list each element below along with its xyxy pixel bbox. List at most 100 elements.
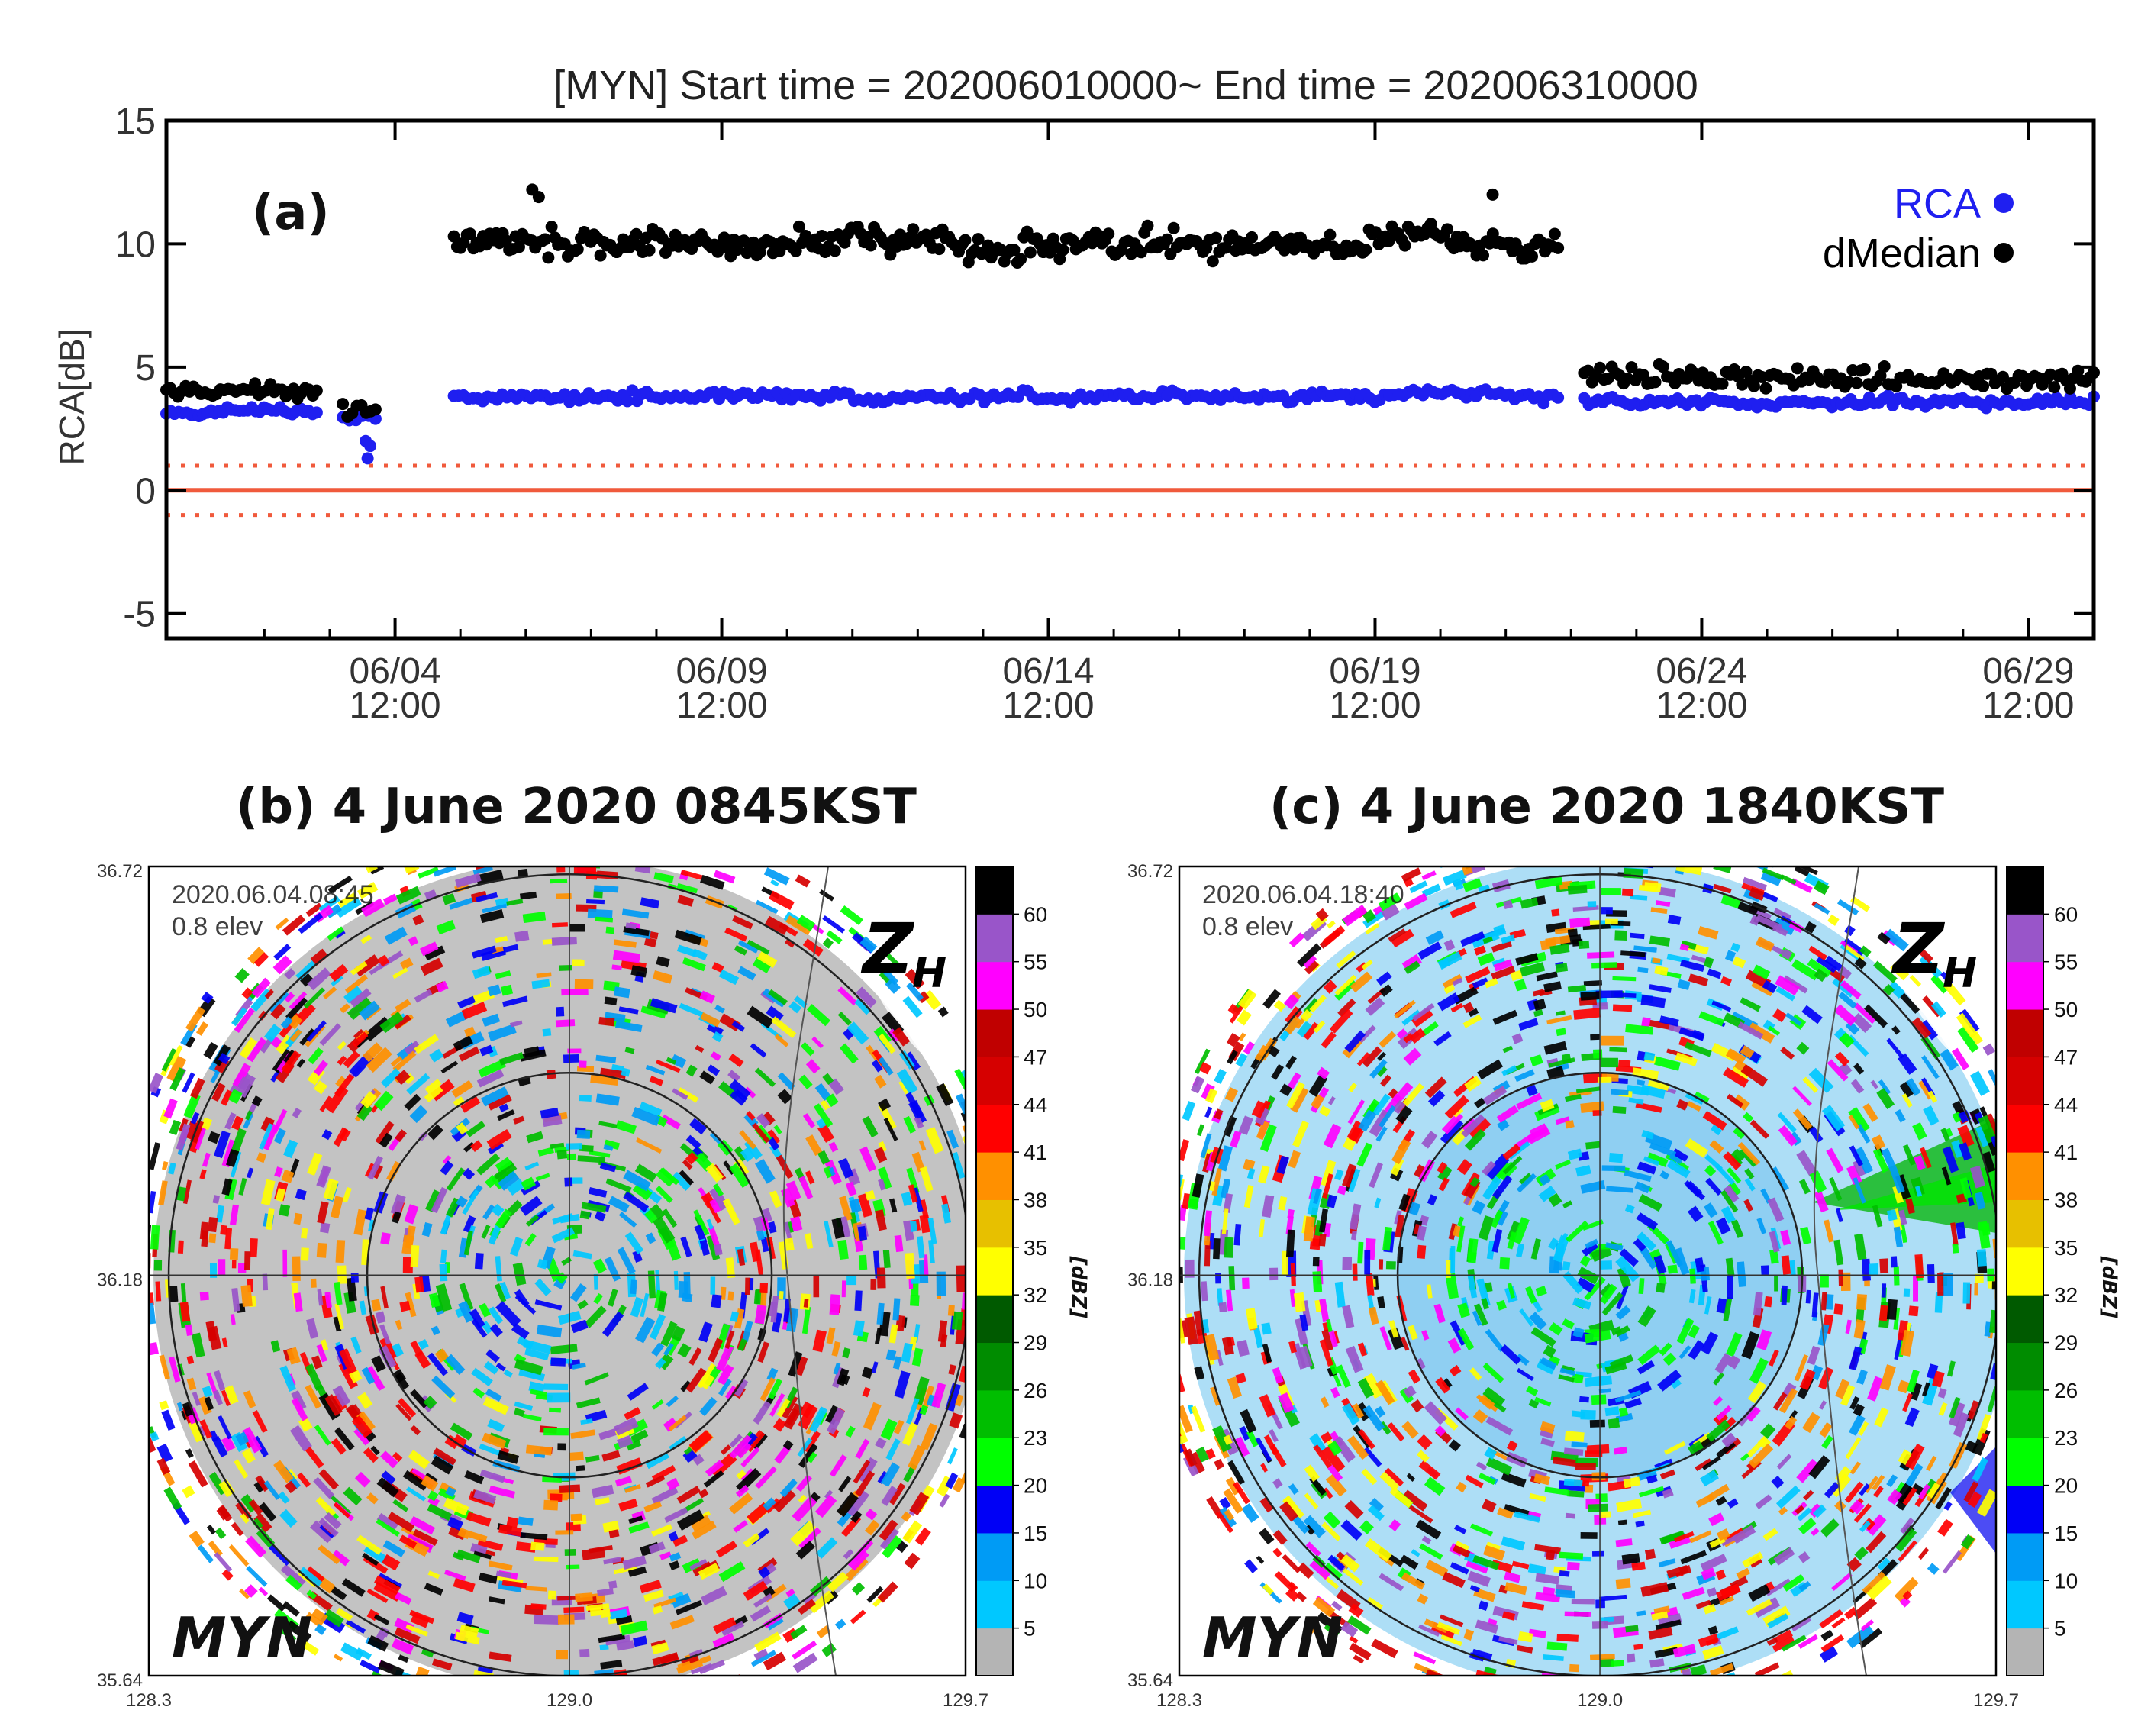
- echo-speckle: [423, 1396, 437, 1410]
- echo-speckle: [877, 1470, 888, 1484]
- echo-speckle: [279, 1204, 291, 1217]
- echo-speckle: [1580, 991, 1601, 1001]
- echo-speckle: [1727, 1181, 1742, 1196]
- echo-speckle: [1637, 966, 1649, 973]
- echo-speckle: [424, 945, 446, 961]
- colorbar-tick-label: 26: [1024, 1379, 1047, 1402]
- echo-speckle: [476, 1153, 501, 1176]
- colorbar-swatch: [2007, 1295, 2043, 1344]
- echo-speckle: [282, 1249, 288, 1277]
- echo-speckle: [218, 1053, 231, 1065]
- echo-speckle: [472, 866, 494, 875]
- echo-speckle: [1790, 878, 1813, 893]
- echo-speckle: [1938, 1402, 1948, 1416]
- echo-speckle: [1331, 1600, 1343, 1612]
- echo-speckle: [906, 1167, 920, 1194]
- echo-speckle: [1828, 1176, 1843, 1201]
- echo-speckle: [608, 1529, 620, 1538]
- echo-speckle: [1388, 1519, 1401, 1532]
- echo-speckle: [535, 1173, 550, 1182]
- echo-speckle: [1516, 1367, 1534, 1382]
- echo-speckle: [218, 1259, 226, 1276]
- echo-speckle: [435, 980, 449, 993]
- echo-speckle: [580, 1418, 593, 1425]
- echo-speckle: [836, 1492, 859, 1518]
- echo-speckle: [337, 1041, 347, 1050]
- echo-speckle: [1981, 1222, 1991, 1236]
- echo-speckle: [1448, 1439, 1461, 1452]
- echo-speckle: [871, 1361, 879, 1373]
- echo-speckle: [729, 1079, 751, 1100]
- echo-speckle: [230, 1314, 236, 1325]
- colorbar-swatch: [976, 1152, 1013, 1200]
- echo-speckle: [1223, 1193, 1233, 1213]
- echo-speckle: [630, 1429, 649, 1444]
- echo-speckle: [457, 1527, 471, 1540]
- variable-subscript: H: [1943, 949, 1977, 997]
- echo-speckle: [1214, 1069, 1227, 1084]
- echo-speckle: [407, 855, 424, 866]
- point-dmedian: [1246, 231, 1259, 244]
- echo-speckle: [717, 1363, 734, 1386]
- echo-speckle: [1914, 1254, 1924, 1279]
- echo-speckle: [1379, 1259, 1384, 1270]
- echo-speckle: [1430, 855, 1456, 860]
- point-dmedian: [933, 243, 946, 256]
- echo-speckle: [1233, 1223, 1242, 1246]
- echo-speckle: [337, 892, 357, 908]
- echo-speckle: [1621, 888, 1634, 897]
- echo-speckle: [579, 1648, 590, 1657]
- echo-speckle: [169, 1067, 185, 1092]
- echo-speckle: [168, 1162, 176, 1175]
- echo-speckle: [666, 1708, 691, 1710]
- echo-speckle: [1711, 1000, 1732, 1012]
- echo-speckle: [307, 1152, 323, 1176]
- echo-speckle: [831, 1218, 845, 1239]
- echo-speckle: [657, 1292, 668, 1312]
- echo-speckle: [1816, 956, 1837, 973]
- echo-speckle: [451, 1079, 473, 1099]
- echo-speckle: [1637, 1231, 1657, 1251]
- echo-speckle: [245, 1535, 266, 1558]
- echo-speckle: [685, 1064, 698, 1077]
- echo-speckle: [1778, 1125, 1798, 1147]
- echo-speckle: [707, 1064, 721, 1076]
- echo-speckle: [1666, 1564, 1689, 1579]
- echo-speckle: [1969, 1165, 1986, 1189]
- echo-speckle: [361, 898, 385, 918]
- echo-speckle: [197, 1544, 214, 1563]
- echo-speckle: [518, 868, 529, 879]
- echo-speckle: [1796, 1041, 1810, 1055]
- echo-speckle: [1379, 984, 1393, 997]
- echo-speckle: [1714, 1353, 1732, 1374]
- echo-speckle: [802, 1113, 816, 1129]
- echo-speckle: [774, 1444, 792, 1464]
- echo-speckle: [215, 1205, 224, 1223]
- echo-speckle: [118, 1257, 128, 1266]
- echo-speckle: [1571, 1441, 1588, 1448]
- echo-speckle: [572, 1363, 586, 1370]
- echo-speckle: [1227, 1460, 1245, 1485]
- echo-speckle: [319, 1095, 333, 1112]
- echo-speckle: [1238, 1032, 1246, 1042]
- echo-speckle: [1659, 1170, 1670, 1180]
- echo-speckle: [1909, 1382, 1923, 1401]
- echo-speckle: [444, 1702, 457, 1709]
- echo-speckle: [1969, 1070, 1990, 1096]
- echo-speckle: [1649, 1658, 1665, 1668]
- echo-speckle: [805, 1170, 815, 1185]
- echo-speckle: [1721, 1432, 1737, 1448]
- echo-speckle: [1709, 1663, 1734, 1676]
- echo-speckle: [1682, 1586, 1705, 1600]
- echo-speckle: [503, 1369, 513, 1378]
- echo-speckle: [1767, 1197, 1785, 1223]
- echo-speckle: [602, 1520, 620, 1533]
- echo-speckle: [1217, 1145, 1233, 1172]
- echo-speckle: [1830, 1473, 1852, 1498]
- echo-speckle: [149, 1073, 164, 1094]
- echo-speckle: [329, 963, 349, 982]
- colorbar-swatch: [2007, 1389, 2043, 1438]
- echo-speckle: [1417, 1683, 1436, 1695]
- point-rca: [1882, 389, 1895, 402]
